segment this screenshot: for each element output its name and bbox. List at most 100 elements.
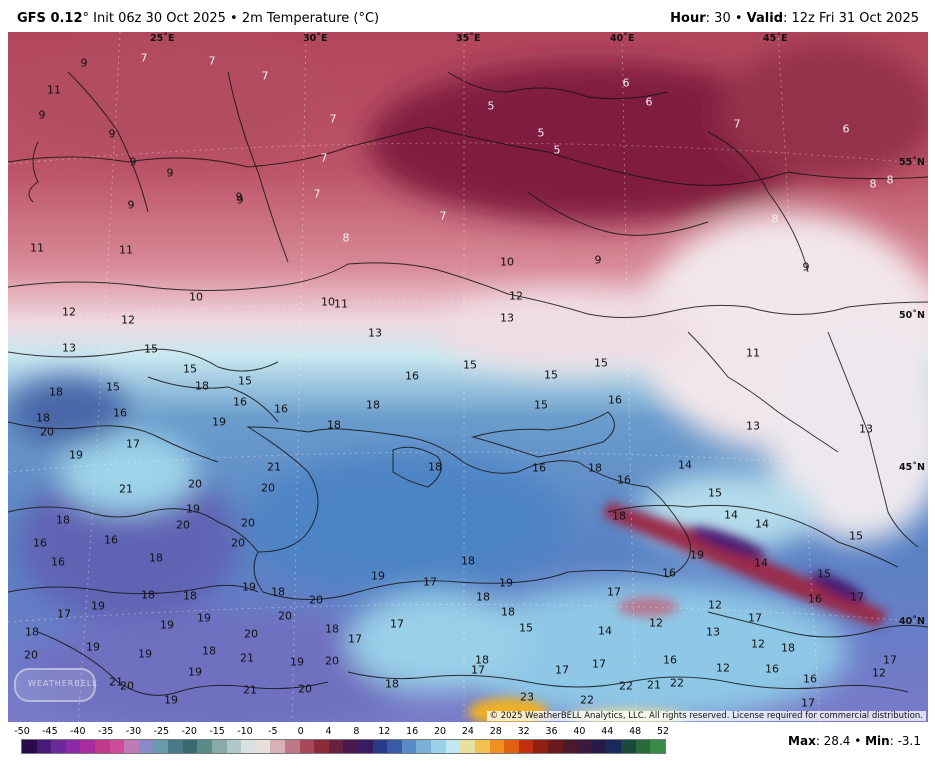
temperature-value: 13 <box>746 419 760 433</box>
color-scale-swatch <box>387 740 402 753</box>
color-scale-tick: 20 <box>433 726 447 737</box>
color-scale-tick: 4 <box>325 726 332 737</box>
temperature-value: 9 <box>802 260 810 274</box>
color-scale-swatch <box>65 740 81 753</box>
color-scale-tick: -45 <box>42 726 58 737</box>
color-scale-tick: 0 <box>297 726 304 737</box>
color-scale-swatch <box>489 740 505 753</box>
temperature-value: 18 <box>183 589 197 603</box>
temperature-value: 9 <box>80 56 88 70</box>
color-scale-swatch <box>241 740 256 753</box>
temperature-value: 20 <box>298 682 312 696</box>
temperature-value: 18 <box>366 398 380 412</box>
temperature-value: 6 <box>622 76 630 90</box>
temperature-value: 17 <box>748 611 762 625</box>
temperature-value: 18 <box>476 590 490 604</box>
color-scale-swatch <box>343 740 359 753</box>
temperature-value: 16 <box>662 566 676 580</box>
temperature-value: 15 <box>534 398 548 412</box>
temperature-value: 18 <box>501 605 515 619</box>
meridian-label-25e: 25˚E <box>150 33 175 44</box>
color-scale-swatch <box>518 740 534 753</box>
color-scale-swatch <box>80 740 96 753</box>
temperature-value: 18 <box>428 460 442 474</box>
temperature-value: 9 <box>594 253 602 267</box>
logo-text: WEATHERBELL <box>28 679 98 688</box>
temperature-value: 9 <box>236 193 244 207</box>
temperature-value: 12 <box>708 598 722 612</box>
color-scale-swatch <box>474 740 490 753</box>
temperature-value: 15 <box>519 621 533 635</box>
temperature-value: 19 <box>212 415 226 429</box>
temperature-value: 15 <box>849 529 863 543</box>
temperature-value: 17 <box>592 657 606 671</box>
temperature-value: 7 <box>329 112 337 126</box>
temperature-value: 17 <box>348 632 362 646</box>
temperature-value: 11 <box>30 241 44 255</box>
temperature-value: 21 <box>240 651 254 665</box>
temperature-value: 9 <box>166 166 174 180</box>
parallel-label-45n: 45˚N <box>899 462 925 473</box>
temperature-value: 15 <box>144 342 158 356</box>
temperature-value: 17 <box>390 617 404 631</box>
color-scale-tick: 52 <box>656 726 670 737</box>
temperature-value: 19 <box>164 693 178 707</box>
temperature-value: 11 <box>334 297 348 311</box>
color-scale-swatch <box>358 740 373 753</box>
temperature-value: 20 <box>24 648 38 662</box>
temperature-value: 21 <box>243 683 257 697</box>
temperature-value: 16 <box>617 473 631 487</box>
temperature-value: 13 <box>62 341 76 355</box>
temperature-value: 19 <box>290 655 304 669</box>
color-scale-swatch <box>153 740 169 753</box>
temperature-value: 20 <box>188 477 202 491</box>
temperature-value: 20 <box>231 536 245 550</box>
temperature-value: 16 <box>663 653 677 667</box>
color-scale-swatch <box>562 740 578 753</box>
temperature-map[interactable]: 25˚E 30˚E 35˚E 40˚E 45˚E 55˚N 50˚N 45˚N … <box>8 32 928 722</box>
color-scale-tick: 40 <box>573 726 586 737</box>
temperature-value: 18 <box>25 625 39 639</box>
color-scale-tick: 48 <box>629 726 642 737</box>
color-scale-swatch <box>416 740 432 753</box>
temperature-value: 19 <box>138 647 152 661</box>
temperature-value: 19 <box>186 502 200 516</box>
weatherbell-logo: WEATHERBELL <box>14 668 98 702</box>
temperature-value: 5 <box>537 126 545 140</box>
temperature-value: 12 <box>649 616 663 630</box>
temperature-value: 18 <box>475 653 489 667</box>
temperature-value: 12 <box>62 305 76 319</box>
color-scale-swatch <box>606 740 621 753</box>
temperature-value: 22 <box>580 693 594 707</box>
parallel-label-50n: 50˚N <box>899 310 925 321</box>
color-scale-tick: -35 <box>97 726 114 737</box>
temperature-value: 7 <box>733 117 741 131</box>
degree-sign: ° <box>82 11 90 26</box>
temperature-value: 20 <box>120 679 134 693</box>
color-scale-tick: -10 <box>237 726 253 737</box>
title-details: Init 06z 30 Oct 2025 • 2m Temperature (°… <box>89 11 380 26</box>
temperature-value: 15 <box>708 486 722 500</box>
hour-value: : 30 • <box>705 11 747 26</box>
color-scale-tick: 36 <box>545 726 558 737</box>
temperature-value: 17 <box>801 696 815 710</box>
color-scale-tick: -40 <box>69 726 86 737</box>
temperature-value: 19 <box>160 618 174 632</box>
temperature-value: 19 <box>499 576 513 590</box>
parallel-label-55n: 55˚N <box>899 157 925 168</box>
temperature-value: 14 <box>678 458 692 472</box>
temperature-value: 8 <box>869 177 877 191</box>
color-scale-swatch <box>533 740 548 753</box>
temperature-value: 18 <box>149 551 163 565</box>
meridian-label-35e: 35˚E <box>456 33 481 44</box>
color-scale-tick: -15 <box>209 726 225 737</box>
temperature-value: 18 <box>325 622 339 636</box>
color-scale-swatch <box>168 740 183 753</box>
temperature-value: 8 <box>342 231 350 245</box>
color-scale-bar <box>21 739 666 754</box>
color-scale-swatch <box>255 740 271 753</box>
temperature-value: 7 <box>140 51 148 65</box>
color-scale-swatch <box>124 740 139 753</box>
map-title: GFS 0.12° Init 06z 30 Oct 2025 • 2m Temp… <box>17 11 379 26</box>
color-scale-tick: 8 <box>353 726 360 737</box>
